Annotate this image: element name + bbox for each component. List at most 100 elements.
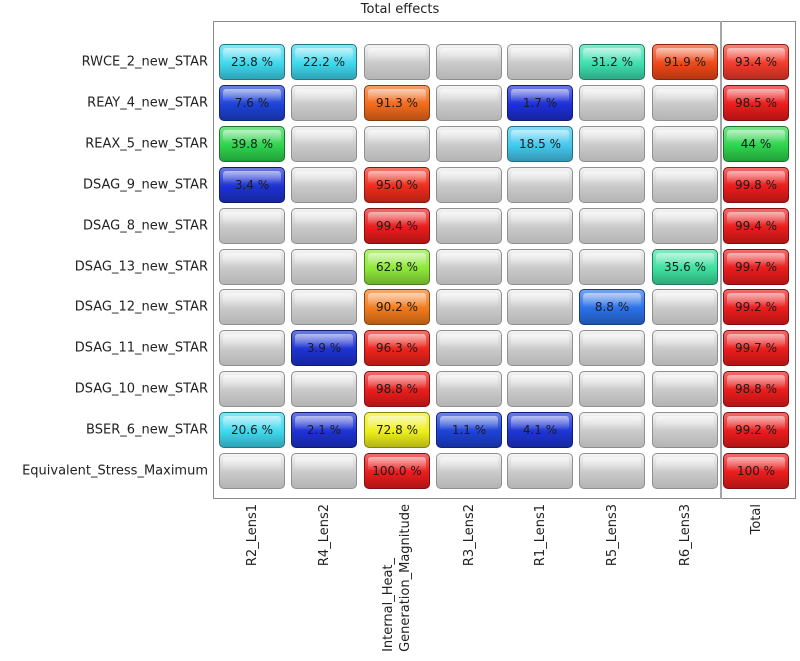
heatmap-cell: 99.7 % <box>723 330 789 367</box>
cell-value-label: 99.4 % <box>376 218 418 233</box>
cell-value-label: 99.4 % <box>735 218 777 233</box>
cell-value-label: 91.9 % <box>664 55 706 69</box>
column-label: R2_Lens1 <box>244 504 260 567</box>
cell-value-label: 35.6 % <box>664 259 706 274</box>
heatmap-cell <box>579 125 645 162</box>
chart-title: Total effects <box>360 2 440 17</box>
heatmap-cell: 62.8 % <box>364 248 430 285</box>
heatmap-cell: 100.0 % <box>364 453 430 489</box>
row-label: DSAG_12_new_STAR <box>74 299 208 315</box>
row-label: BSER_6_new_STAR <box>86 422 208 438</box>
heatmap-cell: 91.9 % <box>652 44 718 80</box>
cell-value-label: 91.3 % <box>376 95 418 110</box>
heatmap-cell: 2.1 % <box>291 412 357 449</box>
heatmap-cell <box>291 125 357 162</box>
heatmap-cell <box>436 44 502 80</box>
heatmap-cell <box>291 248 357 285</box>
cell-value-label: 1.7 % <box>522 95 558 110</box>
heatmap-cell <box>436 371 502 408</box>
row-label: DSAG_10_new_STAR <box>74 381 208 397</box>
heatmap-cell <box>652 371 718 408</box>
row-label: DSAG_11_new_STAR <box>74 340 208 356</box>
heatmap-cell: 99.4 % <box>723 207 789 244</box>
cell-value-label: 18.5 % <box>519 136 561 151</box>
cell-value-label: 96.3 % <box>376 341 418 356</box>
cell-value-label: 100 % <box>736 464 776 478</box>
column-label: R6_Lens3 <box>677 504 693 567</box>
cell-value-label: 23.8 % <box>231 55 273 69</box>
heatmap-cell: 20.6 % <box>219 412 285 449</box>
cell-value-label: 31.2 % <box>591 55 633 69</box>
column-label: R5_Lens3 <box>604 504 620 567</box>
cell-value-label: 4.1 % <box>522 423 558 438</box>
heatmap-cell: 3.4 % <box>219 166 285 203</box>
heatmap-cell <box>436 207 502 244</box>
heatmap-cell: 22.2 % <box>291 44 357 80</box>
column-label: R3_Lens2 <box>461 504 477 567</box>
heatmap-cell <box>579 330 645 367</box>
heatmap-cell: 72.8 % <box>364 412 430 449</box>
heatmap-cell: 1.1 % <box>436 412 502 449</box>
heatmap-cell <box>436 166 502 203</box>
heatmap-cell <box>507 330 573 367</box>
heatmap-cell <box>507 289 573 326</box>
heatmap-cell <box>507 248 573 285</box>
row-label: REAY_4_new_STAR <box>87 95 208 111</box>
heatmap-cell <box>219 371 285 408</box>
heatmap-cell <box>436 330 502 367</box>
cell-value-label: 98.5 % <box>735 95 777 110</box>
heatmap-cell <box>579 248 645 285</box>
cell-value-label: 90.2 % <box>376 300 418 315</box>
heatmap-cell <box>436 289 502 326</box>
heatmap-cell <box>579 412 645 449</box>
heatmap-cell <box>579 84 645 121</box>
heatmap-cell <box>291 166 357 203</box>
heatmap-cell: 3.9 % <box>291 330 357 367</box>
heatmap-cell <box>364 44 430 80</box>
heatmap-cell <box>507 207 573 244</box>
cell-value-label: 93.4 % <box>735 55 777 69</box>
cell-value-label: 99.7 % <box>735 341 777 356</box>
heatmap-cell: 18.5 % <box>507 125 573 162</box>
heatmap-cell <box>291 371 357 408</box>
cell-value-label: 99.2 % <box>735 423 777 438</box>
cell-value-label: 2.1 % <box>306 423 342 438</box>
heatmap-cell: 98.8 % <box>723 371 789 408</box>
heatmap-cell: 90.2 % <box>364 289 430 326</box>
heatmap-cell: 99.7 % <box>723 248 789 285</box>
heatmap-cell: 99.8 % <box>723 166 789 203</box>
column-label: Internal_Heat_ Generation_Magnitude <box>381 504 413 652</box>
row-label: DSAG_9_new_STAR <box>83 177 208 193</box>
cell-value-label: 3.4 % <box>234 177 270 192</box>
cell-value-label: 1.1 % <box>451 423 487 438</box>
cell-value-label: 62.8 % <box>376 259 418 274</box>
cell-value-label: 100.0 % <box>372 464 422 478</box>
heatmap-cell <box>652 412 718 449</box>
heatmap-cell <box>652 330 718 367</box>
heatmap-cell <box>652 166 718 203</box>
heatmap-cell <box>652 125 718 162</box>
heatmap-cell <box>579 371 645 408</box>
heatmap-cell: 91.3 % <box>364 84 430 121</box>
heatmap-cell: 93.4 % <box>723 44 789 80</box>
heatmap-cell <box>436 248 502 285</box>
column-label: R4_Lens2 <box>316 504 332 567</box>
row-label: Equivalent_Stress_Maximum <box>22 463 208 479</box>
heatmap-cell: 99.2 % <box>723 412 789 449</box>
heatmap-cell <box>219 453 285 489</box>
cell-value-label: 7.6 % <box>234 95 270 110</box>
heatmap-cell <box>291 289 357 326</box>
cell-value-label: 44 % <box>740 136 772 151</box>
heatmap-cell: 1.7 % <box>507 84 573 121</box>
heatmap-cell: 8.8 % <box>579 289 645 326</box>
row-label: DSAG_8_new_STAR <box>83 218 208 234</box>
total-column-divider <box>720 21 722 499</box>
cell-value-label: 98.8 % <box>376 382 418 397</box>
heatmap-cell <box>507 371 573 408</box>
heatmap-cell: 4.1 % <box>507 412 573 449</box>
cell-value-label: 99.2 % <box>735 300 777 315</box>
heatmap-cell: 31.2 % <box>579 44 645 80</box>
cell-value-label: 39.8 % <box>231 136 273 151</box>
column-label: R1_Lens1 <box>532 504 548 567</box>
heatmap-cell <box>219 289 285 326</box>
